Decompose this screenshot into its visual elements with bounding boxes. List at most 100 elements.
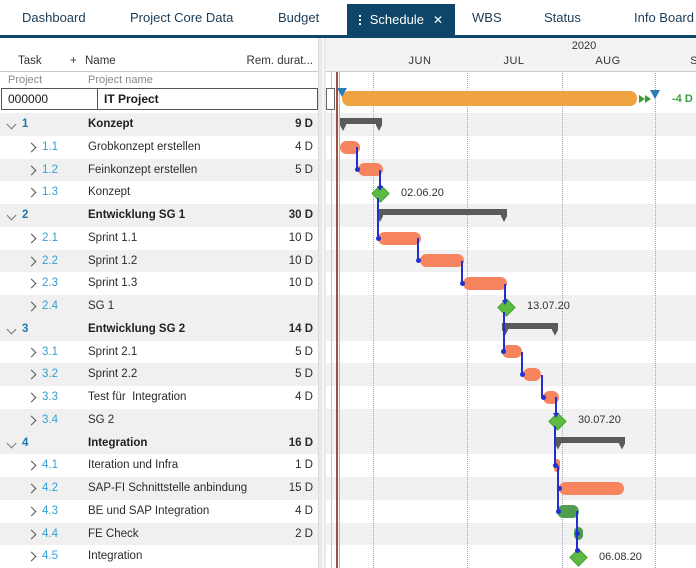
chevron-right-icon[interactable] xyxy=(26,483,37,494)
month-gridline xyxy=(655,71,656,568)
month-gridline xyxy=(467,71,468,568)
task-row-4-2[interactable]: 4.2 SAP-FI Schnittstelle anbindung 15 D xyxy=(0,477,318,500)
task-row-1-2[interactable]: 1.2 Feinkonzept erstellen 5 D xyxy=(0,158,318,182)
dependency-dot xyxy=(459,281,465,287)
chevron-right-icon[interactable] xyxy=(26,256,37,266)
gantt-bar-1-2[interactable] xyxy=(358,163,383,177)
chevron-down-icon[interactable] xyxy=(6,119,17,130)
column-header-task[interactable]: Task xyxy=(18,55,42,67)
month-label-jul: JUL xyxy=(503,55,525,67)
task-row-2[interactable]: 2 Entwicklung SG 1 30 D xyxy=(0,204,318,227)
add-column-icon[interactable]: + xyxy=(70,55,77,67)
project-bar[interactable] xyxy=(342,91,637,106)
chevron-right-icon[interactable] xyxy=(26,347,37,357)
chevron-right-icon[interactable] xyxy=(26,415,37,426)
pane-splitter[interactable] xyxy=(318,38,327,568)
project-start-marker-icon xyxy=(337,88,347,97)
chevron-right-icon[interactable] xyxy=(26,529,37,539)
tab-budget[interactable]: Budget xyxy=(278,10,320,25)
timeline-year-label: 2020 xyxy=(571,40,597,52)
task-duration: 4 D xyxy=(295,140,313,153)
tab-label: Schedule xyxy=(369,12,424,27)
chevron-right-icon[interactable] xyxy=(26,369,37,380)
task-row-2-1[interactable]: 2.1 Sprint 1.1 10 D xyxy=(0,227,318,250)
chevron-right-icon[interactable] xyxy=(26,301,37,312)
gantt-bar-2-2[interactable] xyxy=(420,254,464,268)
tab-project-core-data[interactable]: Project Core Data xyxy=(130,10,234,25)
task-row-3-3[interactable]: 3.3 Test für Integration 4 D xyxy=(0,386,318,409)
dependency-line xyxy=(576,511,578,534)
task-row-4-5[interactable]: 4.5 Integration xyxy=(0,545,318,568)
project-name-field[interactable]: IT Project xyxy=(97,88,318,110)
dependency-line xyxy=(555,397,557,414)
task-row-2-2[interactable]: 2.2 Sprint 1.2 10 D xyxy=(0,249,318,273)
gantt-bar-3-3[interactable] xyxy=(543,390,559,404)
task-duration: 10 D xyxy=(288,231,313,244)
task-row-3[interactable]: 3 Entwicklung SG 2 14 D xyxy=(0,317,318,341)
chevron-right-icon[interactable] xyxy=(26,187,37,198)
gantt-bar-2-1[interactable] xyxy=(378,231,421,245)
task-row-1-3[interactable]: 1.3 Konzept xyxy=(0,181,318,204)
task-duration: 5 D xyxy=(295,368,313,381)
summary-bar-1[interactable] xyxy=(340,118,382,131)
task-number: 1 xyxy=(22,118,29,130)
gantt-bar-3-2[interactable] xyxy=(523,368,541,382)
task-row-4-3[interactable]: 4.3 BE und SAP Integration 4 D xyxy=(0,500,318,523)
task-duration: 9 D xyxy=(295,118,313,130)
task-row-1[interactable]: 1 Konzept 9 D xyxy=(0,113,318,136)
gantt-bar-4-2[interactable] xyxy=(559,481,624,495)
task-row-3-4[interactable]: 3.4 SG 2 xyxy=(0,408,318,432)
chevron-down-icon[interactable] xyxy=(6,438,17,448)
chevron-right-icon[interactable] xyxy=(26,392,37,403)
row-stripe xyxy=(326,477,696,500)
project-id-field[interactable]: 000000 xyxy=(1,88,98,110)
tab-schedule[interactable]: Schedule ✕ xyxy=(347,4,455,35)
task-name: Entwicklung SG 1 xyxy=(88,209,186,221)
summary-bar-2[interactable] xyxy=(377,209,507,222)
tab-dashboard[interactable]: Dashboard xyxy=(22,10,86,25)
dependency-line xyxy=(356,147,358,170)
column-header-name[interactable]: Name xyxy=(85,55,116,67)
task-row-3-2[interactable]: 3.2 Sprint 2.2 5 D xyxy=(0,363,318,386)
menu-icon[interactable] xyxy=(359,13,361,27)
task-number: 1.2 xyxy=(42,163,58,176)
chevron-right-icon[interactable] xyxy=(26,551,37,562)
month-label-sep: SEP xyxy=(690,55,696,67)
dependency-dot xyxy=(552,463,558,469)
close-icon[interactable]: ✕ xyxy=(432,12,443,27)
tab-info-board[interactable]: Info Board xyxy=(634,10,694,25)
chevron-right-icon[interactable] xyxy=(26,233,37,244)
task-row-1-1[interactable]: 1.1 Grobkonzept erstellen 4 D xyxy=(0,136,318,159)
summary-bar-3[interactable] xyxy=(502,322,558,336)
dependency-line xyxy=(521,352,523,375)
task-duration: 1 D xyxy=(295,459,313,472)
chevron-right-icon[interactable] xyxy=(26,142,37,153)
tab-status[interactable]: Status xyxy=(544,10,581,25)
tab-wbs[interactable]: WBS xyxy=(472,10,502,25)
task-row-3-1[interactable]: 3.1 Sprint 2.1 5 D xyxy=(0,341,318,364)
chevron-right-icon[interactable] xyxy=(26,278,37,289)
gantt-bar-2-3[interactable] xyxy=(463,277,507,291)
task-row-4-1[interactable]: 4.1 Iteration und Infra 1 D xyxy=(0,454,318,477)
gantt-bar-3-1[interactable] xyxy=(502,345,522,359)
gantt-bar-1-1[interactable] xyxy=(340,140,360,154)
task-name: Iteration und Infra xyxy=(88,459,179,472)
task-row-2-4[interactable]: 2.4 SG 1 xyxy=(0,295,318,318)
dependency-line xyxy=(417,238,419,261)
gantt-bar-4-3[interactable] xyxy=(557,504,579,518)
task-row-4[interactable]: 4 Integration 16 D xyxy=(0,431,318,455)
summary-bar-4[interactable] xyxy=(555,436,625,450)
chevron-right-icon[interactable] xyxy=(26,460,37,471)
chevron-right-icon[interactable] xyxy=(26,506,37,517)
chevron-down-icon[interactable] xyxy=(6,324,17,335)
column-header-duration[interactable]: Rem. durat... xyxy=(246,55,313,67)
task-duration: 4 D xyxy=(295,391,313,403)
timeline-header: 2020 JUN JUL AUG SEP xyxy=(326,38,696,72)
chevron-right-icon[interactable] xyxy=(26,165,37,175)
project-end-marker-icon xyxy=(650,90,660,99)
row-stripe xyxy=(326,363,696,386)
task-row-4-4[interactable]: 4.4 FE Check 2 D xyxy=(0,522,318,546)
task-row-2-3[interactable]: 2.3 Sprint 1.3 10 D xyxy=(0,272,318,295)
chevron-down-icon[interactable] xyxy=(6,210,17,221)
row-stripe xyxy=(326,522,696,546)
